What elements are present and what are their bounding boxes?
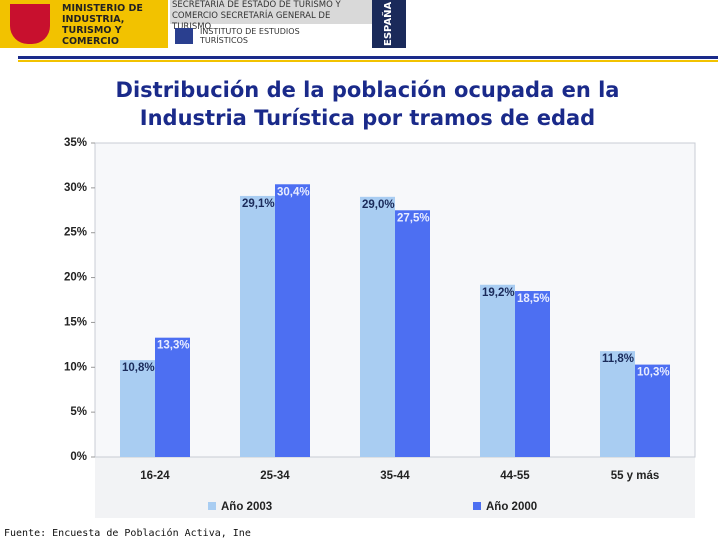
x-tick-label: 44-55: [500, 470, 530, 482]
bar: [155, 337, 190, 457]
value-label: 29,0%: [362, 199, 395, 211]
value-label: 10,8%: [122, 362, 155, 374]
legend-swatch: [473, 502, 481, 510]
legend-label: Año 2000: [486, 501, 537, 513]
bar: [515, 291, 550, 457]
bar: [275, 184, 310, 458]
value-label: 10,3%: [637, 367, 670, 379]
legend-label: Año 2003: [221, 501, 272, 513]
y-tick-label: 30%: [64, 182, 87, 194]
value-label: 27,5%: [397, 212, 430, 224]
ministry-logo: MINISTERIO DE INDUSTRIA, TURISMO Y COMER…: [0, 0, 168, 48]
y-tick-label: 10%: [64, 361, 87, 373]
rule: [18, 60, 718, 62]
bar: [480, 284, 515, 457]
y-tick-label: 35%: [64, 137, 87, 149]
x-tick-label: 25-34: [260, 470, 290, 482]
value-label: 30,4%: [277, 186, 310, 198]
value-label: 13,3%: [157, 340, 190, 352]
bar: [395, 210, 430, 457]
y-tick-label: 5%: [70, 406, 87, 418]
institute: INSTITUTO DE ESTUDIOS TURÍSTICOS: [200, 27, 300, 45]
legend-swatch: [208, 502, 216, 510]
x-tick-label: 55 y más: [611, 470, 660, 482]
bar: [240, 195, 275, 457]
chart-title: Distribución de la población ocupada en …: [115, 78, 620, 130]
bar: [635, 364, 670, 457]
x-tick-label: 35-44: [380, 470, 410, 482]
crest: [10, 4, 50, 44]
x-tick-label: 16-24: [140, 470, 170, 482]
bar: [120, 360, 155, 457]
secretariats: SECRETARÍA DE ESTADO DE TURISMO Y COMERC…: [170, 0, 372, 32]
source: Fuente: Encuesta de Población Activa, In…: [4, 528, 251, 539]
value-label: 11,8%: [602, 353, 634, 365]
rule: [18, 56, 718, 59]
y-tick-label: 0%: [70, 451, 87, 463]
value-label: 29,1%: [242, 198, 275, 210]
bar: [600, 351, 635, 457]
ministry-name: MINISTERIO DE INDUSTRIA, TURISMO Y COMER…: [62, 3, 143, 47]
value-label: 18,5%: [517, 293, 550, 305]
value-label: 19,2%: [482, 287, 515, 299]
y-tick-label: 20%: [64, 272, 87, 284]
y-tick-label: 25%: [64, 227, 87, 239]
y-tick-label: 15%: [64, 316, 87, 328]
bar: [360, 196, 395, 458]
institute-logo: [175, 28, 193, 44]
